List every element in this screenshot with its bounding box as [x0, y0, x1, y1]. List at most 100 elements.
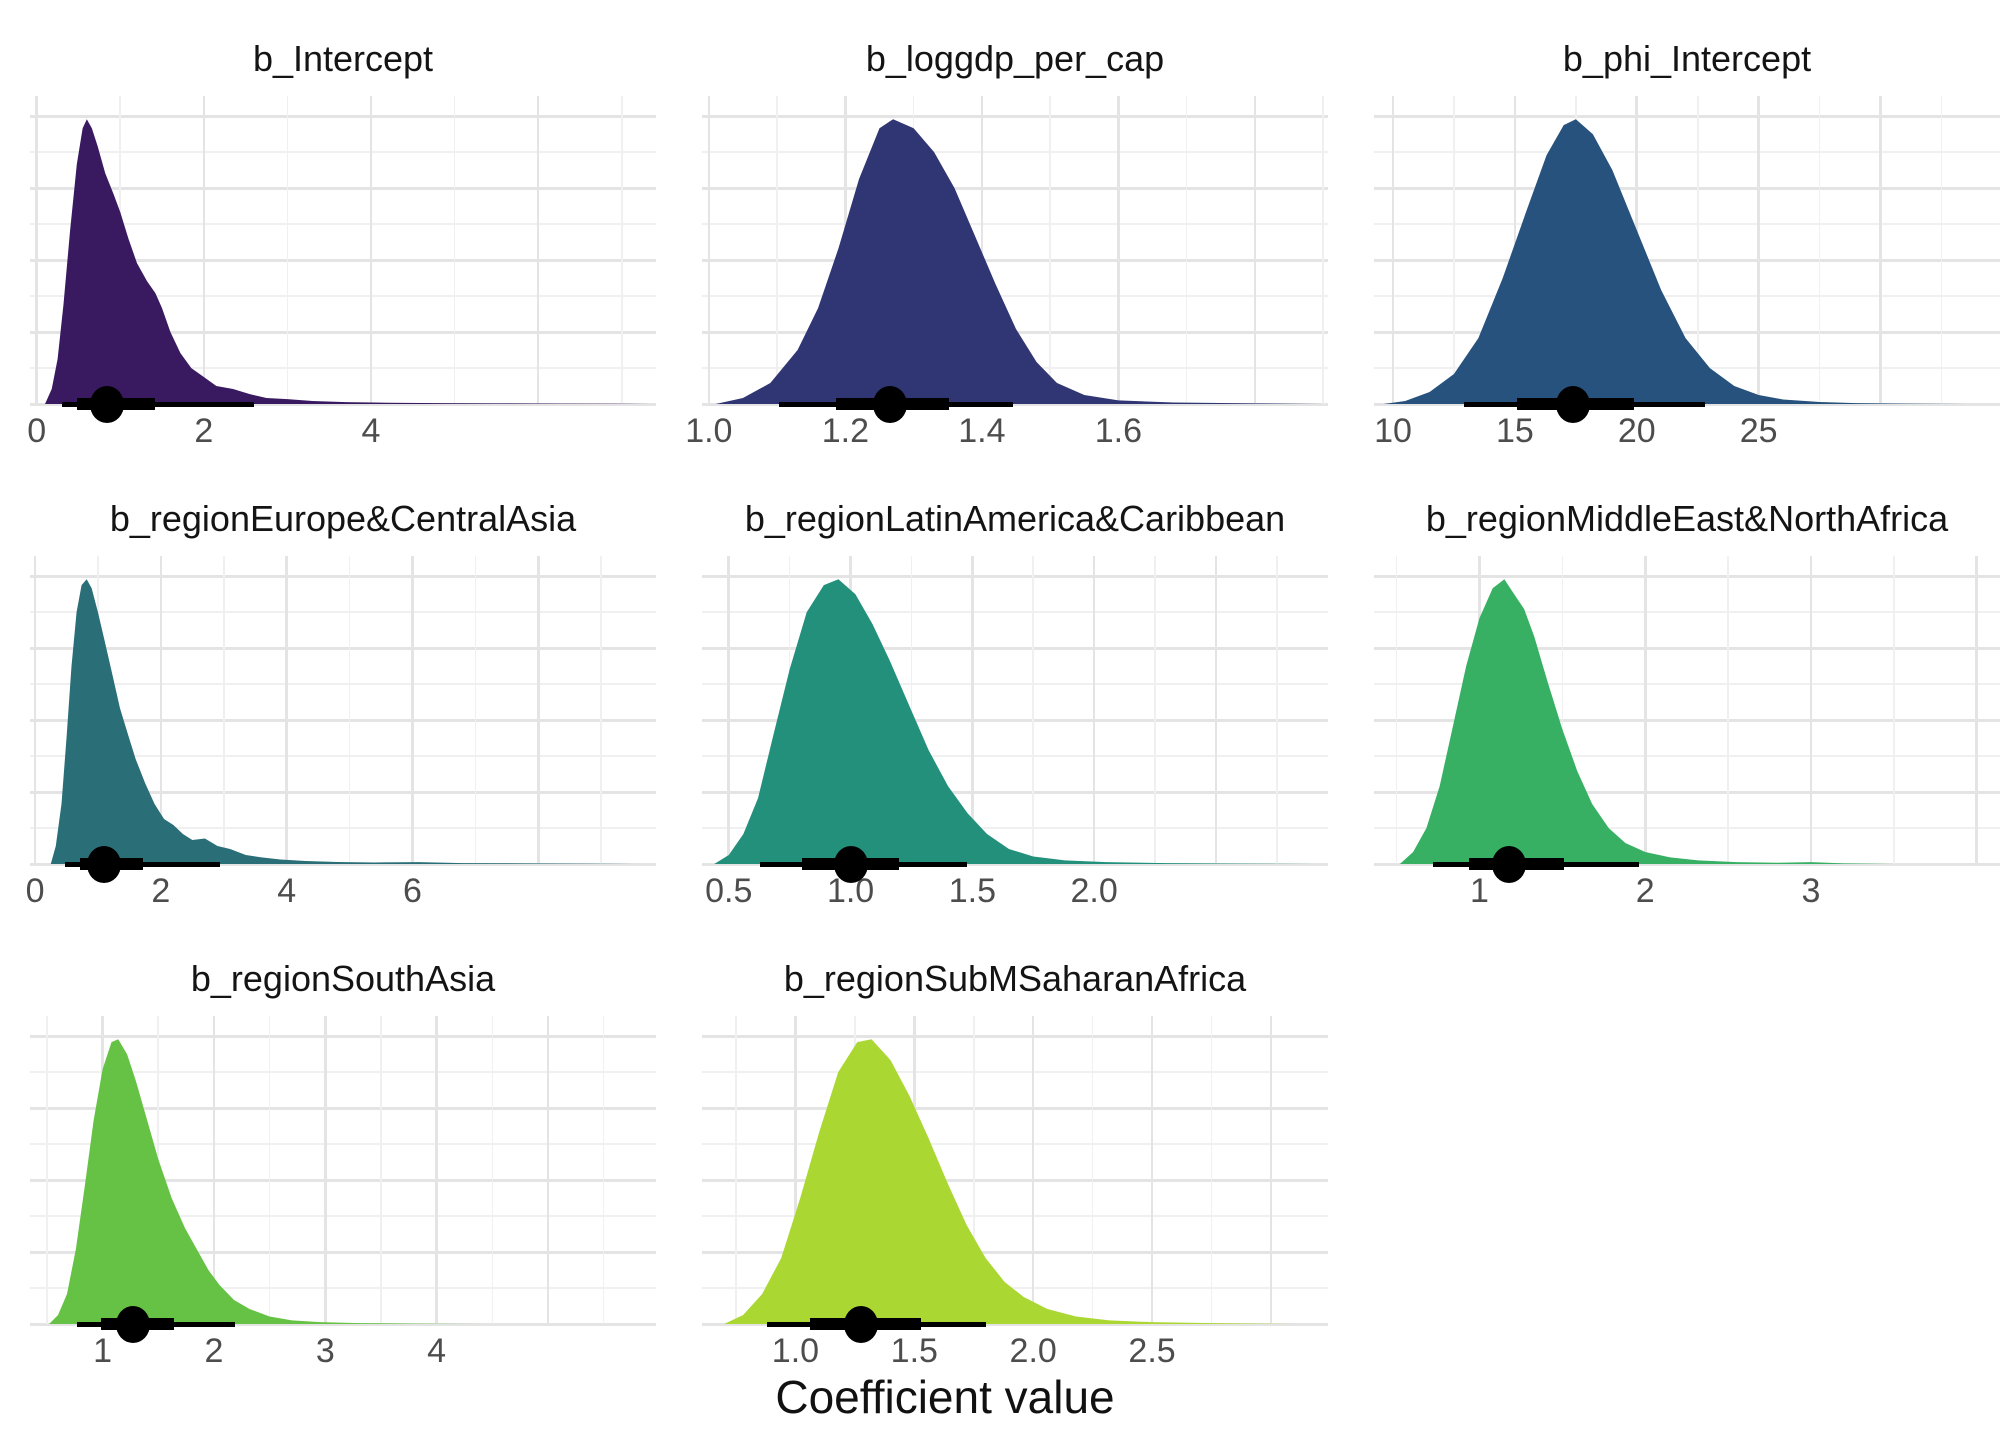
gridline-h [30, 186, 656, 190]
median-point [1556, 385, 1591, 423]
x-tick-label: 1.0 [771, 1332, 820, 1370]
gridline-v [1210, 1016, 1213, 1324]
gridline-v [1391, 96, 1395, 404]
gridline-v [411, 556, 414, 864]
density-path [1383, 119, 1966, 404]
density-curve [45, 119, 651, 404]
gridline-h [30, 295, 656, 297]
gridline-v [735, 1016, 737, 1324]
facet-panel: b_regionMiddleEast&NorthAfrica 1 2 3 [1344, 450, 2016, 910]
x-tick-label: 1.6 [1094, 412, 1143, 450]
x-tick-label: 0 [27, 412, 47, 450]
plot-area [30, 556, 656, 883]
x-tick-label: 3 [1801, 872, 1821, 910]
x-tick-label: 2 [194, 412, 214, 450]
facet-panel: b_regionSubMSaharanAfrica 1.0 1.5 2.0 2.5 [672, 910, 1344, 1370]
gridline-v [1643, 556, 1647, 864]
density-path [1399, 579, 1894, 864]
x-tick-label: 1.5 [890, 1332, 938, 1370]
median-point [1492, 845, 1527, 883]
gridline-h [702, 151, 1328, 153]
gridline-h [30, 223, 656, 225]
gridline-h [30, 151, 656, 153]
gridline-h [702, 755, 1328, 757]
density-path [724, 1039, 1295, 1324]
plot-area [30, 1016, 656, 1343]
gridline-v [1185, 96, 1188, 404]
gridline-h [702, 1178, 1328, 1182]
x-axis-ticks: 0.5 1.0 1.5 2.0 [702, 864, 1328, 910]
x-tick-label: 4 [277, 872, 297, 910]
gridline-v [202, 96, 206, 404]
x-axis-ticks: 0 2 4 [27, 404, 656, 450]
gridline-v [1049, 96, 1051, 404]
gridline-h [30, 683, 656, 685]
median-point [843, 1305, 878, 1343]
facet-panel: b_phi_Intercept 10 15 20 25 [1344, 16, 2016, 450]
gridline-v [1322, 96, 1325, 404]
gridline-v [910, 556, 913, 864]
gridline-h [1374, 646, 2000, 650]
gridline-v [380, 1016, 382, 1324]
median-point [833, 845, 868, 883]
density-curve [1399, 579, 1894, 864]
x-tick-label: 4 [361, 412, 381, 450]
x-axis-title: Coefficient value [775, 1371, 1115, 1423]
x-tick-label: 1.2 [821, 412, 869, 450]
facet-panel: b_regionSouthAsia 1 2 3 4 [0, 910, 672, 1370]
gridline-h [30, 862, 656, 866]
gridline-h [702, 1071, 1328, 1073]
gridline-h [30, 755, 656, 757]
gridline-h [1374, 718, 2000, 722]
gridline-v [285, 556, 288, 864]
gridline-h [702, 402, 1328, 406]
gridline-h [1374, 755, 2000, 757]
gridline-h [30, 1215, 656, 1217]
gridline-v [727, 556, 731, 864]
gridline-v [602, 1016, 605, 1324]
gridline-h [702, 862, 1328, 866]
x-tick-label: 0 [25, 872, 45, 910]
x-tick-label: 1 [93, 1332, 113, 1370]
x-tick-label: 1.4 [958, 412, 1006, 450]
gridline-v [1561, 556, 1564, 864]
gridline-h [30, 1034, 656, 1038]
gridline-v [1727, 556, 1729, 864]
gridline-h [1374, 151, 2000, 153]
density-curve [49, 1039, 482, 1324]
gridline-h [30, 1322, 656, 1326]
density-path [45, 119, 651, 404]
median-point [873, 385, 908, 423]
gridline-v [491, 1016, 494, 1324]
gridline-v [435, 1016, 438, 1324]
gridline-h [30, 718, 656, 722]
x-axis-title-row: Coefficient value [0, 1370, 1890, 1440]
gridline-h [702, 718, 1328, 722]
gridline-h [1374, 827, 2000, 829]
gridline-v [1818, 96, 1821, 404]
facet-panel: b_regionLatinAmerica&Caribbean 0.5 1.0 1.5… [672, 450, 1344, 910]
gridline-v [1809, 556, 1813, 864]
gridline-v [1091, 1016, 1094, 1324]
gridline-v [46, 1016, 48, 1324]
median-point [87, 845, 122, 883]
gridline-v [1253, 96, 1257, 404]
gridline-v [348, 556, 351, 864]
gridline-v [1975, 556, 1979, 864]
gridline-h [702, 646, 1328, 650]
facet-title: b_regionSouthAsia [190, 958, 496, 999]
gridline-v [794, 1016, 797, 1324]
gridline-v [1031, 1016, 1035, 1324]
gridline-h [30, 367, 656, 369]
density-curve [50, 579, 640, 864]
x-axis-ticks: 1.0 1.5 2.0 2.5 [702, 1324, 1328, 1370]
x-axis-ticks: 10 15 20 25 [1374, 404, 2000, 450]
plot-area [702, 556, 1328, 883]
gridline-v [536, 96, 540, 404]
density-curve [715, 119, 1324, 404]
gridline-h [30, 611, 656, 613]
gridline-v [1276, 556, 1278, 864]
gridline-h [1374, 683, 2000, 685]
